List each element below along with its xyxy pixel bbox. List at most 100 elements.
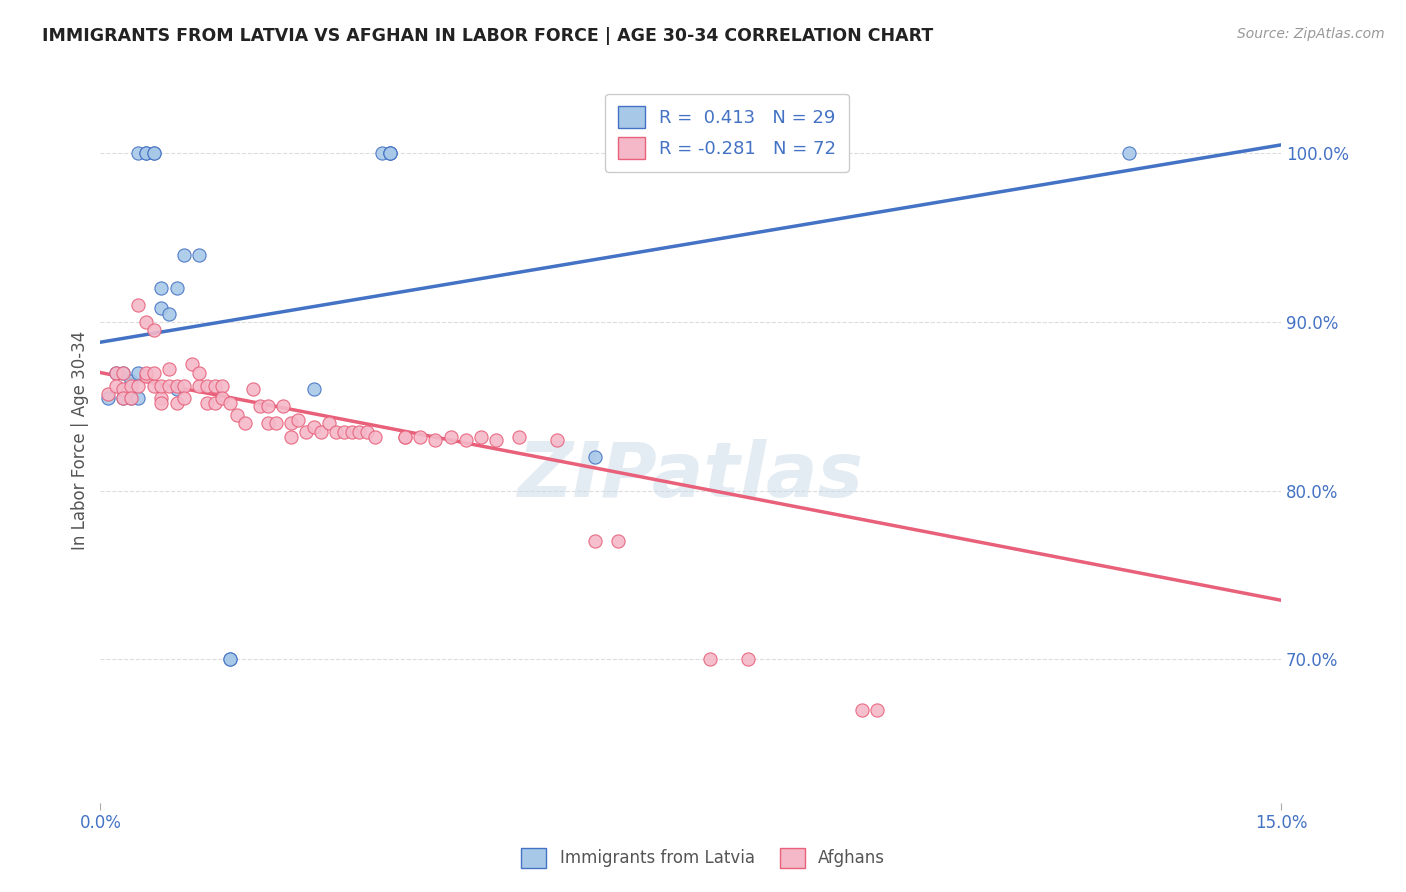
Point — [394, 430, 416, 444]
Point — [454, 433, 477, 447]
Point — [585, 450, 607, 464]
Point — [112, 366, 135, 380]
Point — [173, 379, 195, 393]
Point — [340, 425, 363, 439]
Point — [173, 391, 195, 405]
Point — [409, 430, 432, 444]
Point — [157, 306, 180, 320]
Point — [195, 396, 218, 410]
Point — [127, 366, 149, 380]
Point — [378, 146, 401, 161]
Point — [356, 425, 378, 439]
Point — [112, 366, 135, 380]
Point — [378, 146, 401, 161]
Point — [120, 374, 142, 388]
Text: IMMIGRANTS FROM LATVIA VS AFGHAN IN LABOR FORCE | AGE 30-34 CORRELATION CHART: IMMIGRANTS FROM LATVIA VS AFGHAN IN LABO… — [42, 27, 934, 45]
Text: ZIPatlas: ZIPatlas — [517, 439, 863, 513]
Point — [233, 416, 256, 430]
Point — [127, 391, 149, 405]
Y-axis label: In Labor Force | Age 30-34: In Labor Force | Age 30-34 — [72, 330, 89, 549]
Point — [135, 146, 157, 161]
Point — [440, 430, 463, 444]
Point — [112, 383, 135, 397]
Point — [295, 425, 318, 439]
Point — [157, 379, 180, 393]
Point — [508, 430, 530, 444]
Point — [218, 652, 240, 666]
Point — [120, 391, 142, 405]
Point — [699, 652, 721, 666]
Point — [166, 379, 188, 393]
Point — [485, 433, 508, 447]
Point — [363, 430, 385, 444]
Point — [394, 430, 416, 444]
Point — [249, 399, 271, 413]
Point — [150, 396, 173, 410]
Point — [325, 425, 347, 439]
Point — [333, 425, 356, 439]
Point — [112, 391, 135, 405]
Point — [127, 146, 149, 161]
Point — [218, 652, 240, 666]
Point — [866, 703, 889, 717]
Point — [302, 419, 325, 434]
Point — [204, 396, 226, 410]
Point — [371, 146, 394, 161]
Point — [97, 387, 120, 401]
Point — [204, 379, 226, 393]
Point — [188, 366, 211, 380]
Point — [546, 433, 568, 447]
Point — [425, 433, 447, 447]
Point — [585, 534, 607, 549]
Point — [309, 425, 332, 439]
Point — [287, 413, 309, 427]
Point — [104, 379, 127, 393]
Point — [104, 366, 127, 380]
Point — [264, 416, 287, 430]
Point — [188, 247, 211, 261]
Point — [302, 383, 325, 397]
Point — [142, 146, 165, 161]
Point — [257, 399, 280, 413]
Point — [211, 379, 233, 393]
Point — [271, 399, 294, 413]
Point — [180, 357, 202, 371]
Point — [135, 366, 157, 380]
Point — [150, 301, 173, 316]
Point — [242, 383, 264, 397]
Point — [142, 366, 165, 380]
Point — [188, 379, 211, 393]
Point — [1118, 146, 1140, 161]
Point — [280, 416, 302, 430]
Point — [142, 146, 165, 161]
Point — [150, 391, 173, 405]
Legend: Immigrants from Latvia, Afghans: Immigrants from Latvia, Afghans — [515, 841, 891, 875]
Point — [851, 703, 873, 717]
Text: Source: ZipAtlas.com: Source: ZipAtlas.com — [1237, 27, 1385, 41]
Point — [607, 534, 630, 549]
Point — [166, 396, 188, 410]
Point — [120, 391, 142, 405]
Point — [378, 146, 401, 161]
Point — [150, 281, 173, 295]
Point — [120, 379, 142, 393]
Legend: R =  0.413   N = 29, R = -0.281   N = 72: R = 0.413 N = 29, R = -0.281 N = 72 — [605, 94, 849, 172]
Point — [150, 379, 173, 393]
Point — [166, 281, 188, 295]
Point — [470, 430, 492, 444]
Point — [112, 391, 135, 405]
Point — [280, 430, 302, 444]
Point — [135, 315, 157, 329]
Point — [349, 425, 371, 439]
Point — [127, 298, 149, 312]
Point — [166, 383, 188, 397]
Point — [226, 408, 249, 422]
Point — [135, 368, 157, 383]
Point — [142, 379, 165, 393]
Point — [97, 391, 120, 405]
Point — [211, 391, 233, 405]
Point — [173, 247, 195, 261]
Point — [127, 379, 149, 393]
Point — [157, 362, 180, 376]
Point — [737, 652, 759, 666]
